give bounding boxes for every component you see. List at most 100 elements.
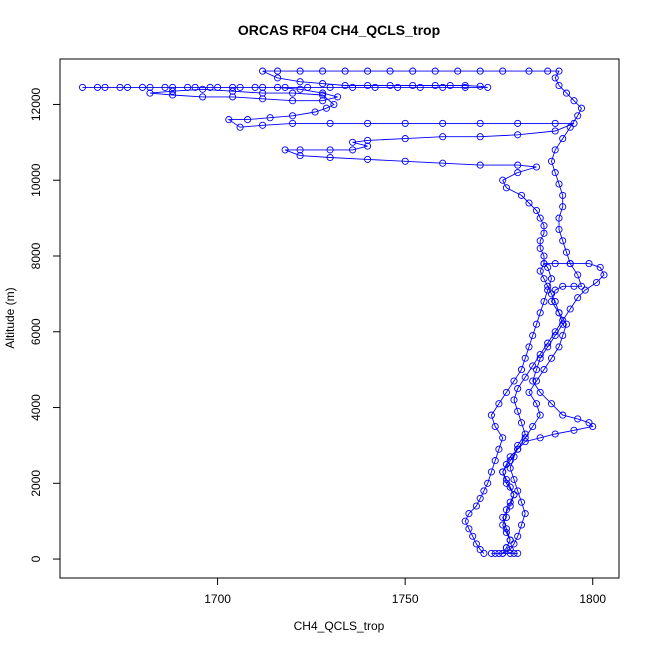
data-point <box>502 506 510 514</box>
data-point <box>536 267 544 275</box>
data-point <box>555 81 563 90</box>
data-point <box>274 83 282 91</box>
data-point <box>585 260 593 268</box>
y-axis-label: Altitude (m) <box>3 287 17 348</box>
data-point <box>570 119 578 127</box>
data-point <box>341 81 349 90</box>
data-point <box>532 377 541 385</box>
data-point <box>517 366 526 374</box>
data-point <box>525 199 533 207</box>
data-point <box>454 67 462 75</box>
data-point <box>555 67 563 75</box>
data-point <box>521 510 529 518</box>
data-point <box>544 263 552 271</box>
y-tick-label: 4000 <box>29 394 43 421</box>
data-point <box>547 297 556 306</box>
data-point <box>502 513 510 521</box>
data-point <box>559 191 567 199</box>
data-point <box>529 331 537 340</box>
data-point <box>559 203 567 211</box>
y-tick-label: 0 <box>29 555 43 562</box>
data-point <box>574 415 582 423</box>
y-tick-label: 6000 <box>29 318 43 345</box>
data-point <box>536 388 544 396</box>
data-point <box>341 67 349 75</box>
data-point <box>502 479 510 487</box>
data-point <box>596 263 604 271</box>
data-point <box>439 119 447 127</box>
data-point <box>506 546 514 554</box>
data-point <box>502 460 510 468</box>
data-point <box>169 91 177 99</box>
data-point <box>600 271 608 279</box>
data-point <box>536 350 544 359</box>
data-point <box>304 83 312 91</box>
data-point <box>559 237 567 245</box>
data-point <box>536 244 544 252</box>
data-point <box>364 136 372 144</box>
data-point <box>577 282 586 290</box>
data-point <box>536 354 544 362</box>
data-point <box>574 112 582 120</box>
data-point <box>510 396 518 404</box>
data-point <box>439 159 447 167</box>
data-point <box>514 487 522 495</box>
data-point <box>296 152 304 160</box>
data-point <box>386 81 394 90</box>
data-point <box>439 133 447 141</box>
data-point <box>472 540 480 548</box>
data-point <box>78 83 87 91</box>
data-point <box>544 343 552 351</box>
data-point <box>101 83 109 91</box>
data-point <box>236 123 244 131</box>
data-point <box>529 422 537 431</box>
data-point <box>138 83 147 91</box>
data-point <box>517 521 526 529</box>
data-point <box>521 438 529 446</box>
data-point <box>311 108 319 116</box>
x-tick-label: 1750 <box>392 592 419 606</box>
data-point <box>322 104 330 112</box>
data-point <box>487 468 495 476</box>
data-point <box>364 119 372 127</box>
data-point <box>521 354 529 362</box>
x-axis-label: CH4_QCLS_trop <box>294 619 385 633</box>
data-point <box>532 320 541 328</box>
data-point <box>514 532 522 540</box>
data-point <box>446 81 454 90</box>
data-point <box>289 119 297 127</box>
data-point <box>566 260 574 268</box>
y-tick-label: 8000 <box>29 242 43 269</box>
data-point <box>510 491 518 499</box>
data-point <box>326 119 334 127</box>
data-point <box>566 123 574 131</box>
data-point <box>495 549 503 557</box>
data-point <box>349 138 357 146</box>
data-point <box>521 430 529 438</box>
data-point <box>161 83 169 91</box>
data-point <box>296 85 304 93</box>
data-point <box>551 297 559 306</box>
data-point <box>517 419 526 427</box>
data-point <box>439 83 447 91</box>
data-point <box>319 67 327 75</box>
data-point <box>536 411 544 419</box>
data-point <box>529 362 537 370</box>
data-point <box>540 222 548 230</box>
data-point <box>349 146 357 154</box>
data-point <box>502 388 510 396</box>
data-point <box>487 411 495 419</box>
data-point <box>191 83 199 91</box>
data-point <box>525 343 533 351</box>
data-point <box>506 453 514 461</box>
data-point <box>544 282 552 290</box>
data-point <box>540 297 548 306</box>
data-point <box>416 83 424 91</box>
data-point <box>510 549 518 557</box>
data-point <box>251 83 259 91</box>
data-point <box>540 260 548 268</box>
data-point <box>259 89 267 97</box>
data-point <box>431 81 439 90</box>
data-point <box>169 87 177 95</box>
